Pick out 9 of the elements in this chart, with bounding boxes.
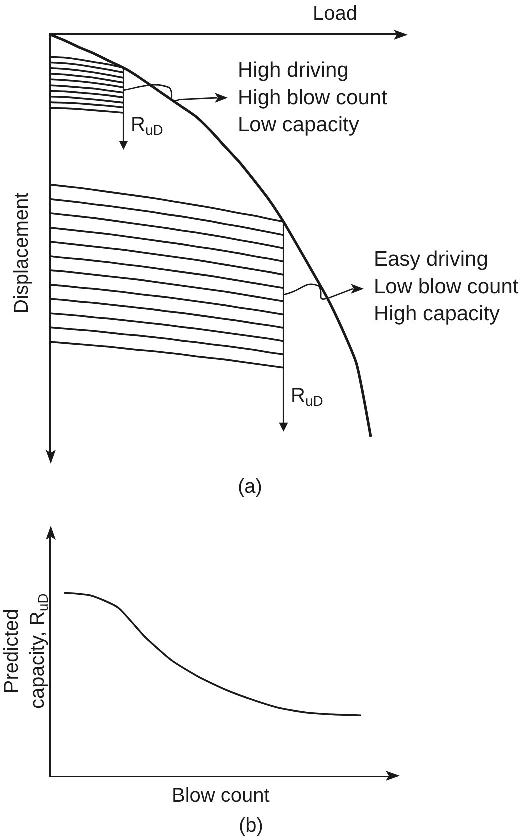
text: (b) <box>239 815 264 837</box>
annotation: Easy driving Low blow count High capacity <box>374 248 519 326</box>
x-axis-title: Blow count <box>172 785 270 807</box>
annotation: R$_{uD}$ <box>131 114 164 138</box>
y-axis-title: Displacement <box>11 192 33 314</box>
text: (a) <box>238 476 262 498</box>
x-axis-title: Load <box>313 3 358 25</box>
annotation: High driving High blow count Low capacity <box>238 59 388 137</box>
annotation: R$_{uD}$ <box>291 385 324 410</box>
